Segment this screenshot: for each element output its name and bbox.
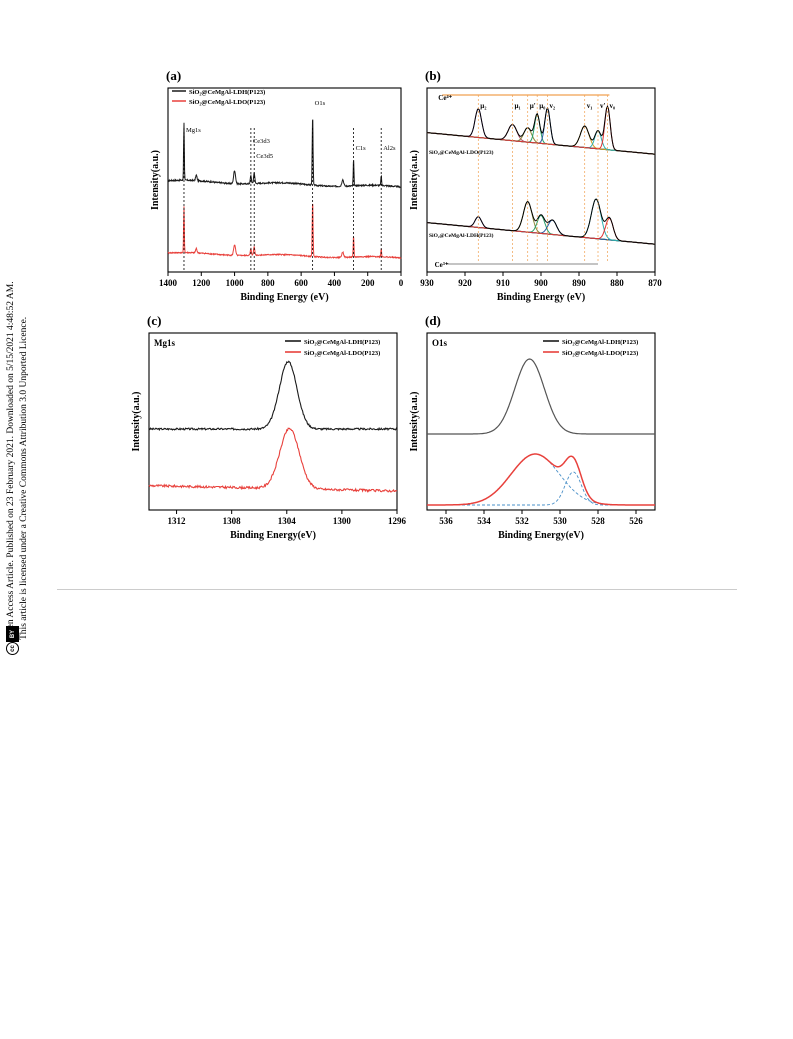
panel-d-plot-frame <box>426 332 656 511</box>
panel-a-x-axis-label: Binding Energy (eV) <box>240 292 328 303</box>
panel-d-series-ldh <box>427 358 655 435</box>
panel-d-series-ldo <box>427 453 655 506</box>
panel-c-x-tick-label: 1308 <box>223 516 242 526</box>
panel-a-x-tick-label: 400 <box>328 278 342 288</box>
panel-b-peak-label: v₂ <box>549 102 555 110</box>
panel-a-x-tick-label: 1000 <box>226 278 245 288</box>
panel-a-x-tick-label: 200 <box>361 278 375 288</box>
panel-a-annotation-label: Al2s <box>383 145 396 152</box>
panel-c-legend-label: SiO₂@CeMgAl-LDO(P123) <box>304 350 380 357</box>
panel-a-annotation-label: Mg1s <box>186 127 201 134</box>
panel-a-x-tick-label: 0 <box>399 278 404 288</box>
panel-a-x-tick-label: 1200 <box>192 278 211 288</box>
panel-b-x-tick-label: 920 <box>458 278 472 288</box>
panel-d-x-tick-label: 530 <box>553 516 567 526</box>
panel-b-y-axis-label: Intensity(a.u.) <box>409 150 420 210</box>
panel-b-x-tick-label: 900 <box>534 278 548 288</box>
panel-d-title: O1s <box>432 338 448 348</box>
panel-b-ldh-envelope <box>426 198 656 245</box>
panel-b-x-tick-label: 930 <box>420 278 434 288</box>
panel-c-x-tick-label: 1312 <box>168 516 187 526</box>
panel-b-ldh-component <box>426 214 656 245</box>
panel-d-fit-component <box>427 471 655 506</box>
panel-b-x-axis-label: Binding Energy (eV) <box>497 292 585 303</box>
panel-a-panel-label: (a) <box>166 68 181 83</box>
panel-d-x-tick-label: 536 <box>439 516 453 526</box>
panel-c-x-axis-label: Binding Energy(eV) <box>230 530 316 541</box>
panel-a-x-tick-label: 600 <box>294 278 308 288</box>
panel-a-legend-label: SiO₂@CeMgAl-LDH(P123) <box>189 89 265 96</box>
panel-c-x-tick-label: 1304 <box>278 516 297 526</box>
panel-b-peak-label: v' <box>600 102 606 110</box>
panel-b-ldh-component <box>426 216 656 245</box>
panel-b-plot-frame <box>426 87 656 273</box>
page-divider <box>57 589 737 590</box>
panel-b-ce3-label: Ce³⁺ <box>435 261 449 269</box>
panel-b-ldo-envelope <box>426 104 656 155</box>
panel-b-peak-label: µ₀ <box>539 102 545 110</box>
panel-a-annotation-label: O1s <box>315 100 326 107</box>
panel-b-ldo-curve-label: SiO₂@CeMgAl-LDO(P123) <box>429 149 494 156</box>
panel-d-x-axis-label: Binding Energy(eV) <box>498 530 584 541</box>
panel-d-x-tick-label: 528 <box>591 516 605 526</box>
panel-d-x-tick-label: 532 <box>515 516 529 526</box>
panel-d-x-tick-label: 534 <box>477 516 491 526</box>
panel-a-annotation-label: Ce3d3 <box>253 138 270 145</box>
panel-b-peak-label: µ' <box>530 102 536 110</box>
panel-b-ldh-curve-label: SiO₂@CeMgAl-LDH(P123) <box>429 232 494 239</box>
panel-c-y-axis-label: Intensity(a.u.) <box>131 391 142 451</box>
panel-c-panel-label: (c) <box>147 313 161 328</box>
panel-b-peak-label: µ₁ <box>515 102 521 110</box>
panel-a-annotation-label: Ce3d5 <box>256 153 273 160</box>
panel-a-y-axis-label: Intensity(a.u.) <box>150 150 161 210</box>
panel-b-peak-label: v₀ <box>610 102 616 110</box>
panel-d-y-axis-label: Intensity(a.u.) <box>409 391 420 451</box>
panel-c-title: Mg1s <box>154 338 175 348</box>
panel-b-x-tick-label: 890 <box>572 278 586 288</box>
panel-a-series-ldh <box>167 119 402 189</box>
panel-d-legend-label: SiO₂@CeMgAl-LDO(P123) <box>562 350 638 357</box>
panel-b-x-tick-label: 910 <box>496 278 510 288</box>
panel-a-series-ldo <box>167 203 402 260</box>
panel-b-ldo-component <box>426 113 656 155</box>
panel-b-x-tick-label: 870 <box>648 278 662 288</box>
panel-a-x-tick-label: 1400 <box>159 278 178 288</box>
panel-d-fit-component <box>427 453 655 506</box>
panel-c-series-ldo <box>148 427 398 493</box>
panel-d-panel-label: (d) <box>425 313 441 328</box>
panel-c-x-tick-label: 1300 <box>333 516 352 526</box>
panel-a-legend-label: SiO₂@CeMgAl-LDO(P123) <box>189 99 265 106</box>
panel-b-panel-label: (b) <box>425 68 441 83</box>
panel-c-x-tick-label: 1296 <box>388 516 407 526</box>
panel-d-x-tick-label: 526 <box>629 516 643 526</box>
panel-a-x-tick-label: 800 <box>261 278 275 288</box>
panel-c-plot-frame <box>148 332 398 511</box>
panel-d-legend-label: SiO₂@CeMgAl-LDH(P123) <box>562 339 638 346</box>
panel-a-plot-frame <box>167 87 402 273</box>
panel-b-peak-label: v₁ <box>587 102 593 110</box>
panel-b-x-tick-label: 880 <box>610 278 624 288</box>
panel-c-series-ldh <box>148 360 398 432</box>
panel-c-legend-label: SiO₂@CeMgAl-LDH(P123) <box>304 339 380 346</box>
panel-a-annotation-label: C1s <box>356 145 367 152</box>
panel-b-ce4-label: Ce⁴⁺ <box>438 94 452 102</box>
panel-b-peak-label: µ₂ <box>480 102 486 110</box>
